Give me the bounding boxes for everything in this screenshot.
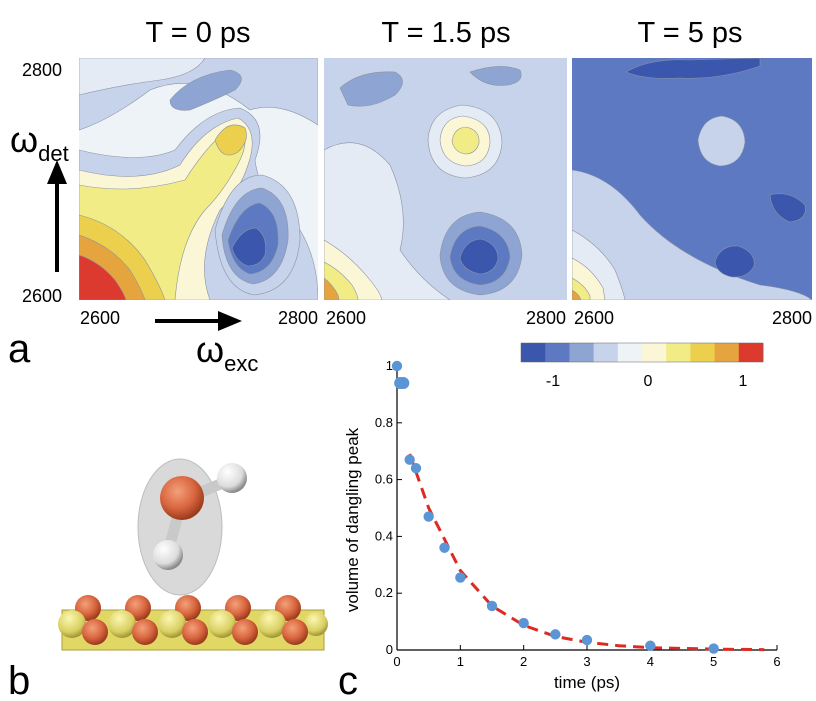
data-point <box>645 640 656 651</box>
excitation-axis-sub: exc <box>224 351 258 376</box>
panel-t0-x-tick-max: 2800 <box>278 308 318 328</box>
decay-chart: volume of dangling peak time (ps) 0 1 2 3 4 5… <box>343 358 781 692</box>
colorbar-tick-min: -1 <box>546 373 560 390</box>
contour-panel-t5 <box>572 58 812 300</box>
data-point <box>397 377 410 390</box>
colorbar-swatch <box>714 343 740 362</box>
colorbar-swatch <box>666 343 691 362</box>
chart-x-tick-label: 1 <box>457 654 464 669</box>
panel-title-t0: T = 0 ps <box>145 17 250 49</box>
colorbar-frame <box>520 342 764 363</box>
water-molecule-icon <box>137 458 247 596</box>
colorbar-swatch <box>617 343 643 362</box>
chart-x-tick-label: 0 <box>393 654 400 669</box>
detection-axis-base: ω <box>10 119 38 160</box>
data-point <box>423 511 434 522</box>
panel-t5-x-tick-max: 2800 <box>772 308 812 328</box>
panel-t5-x-tick-min: 2600 <box>574 308 614 328</box>
excitation-arrow-head-icon <box>218 311 242 331</box>
chart-y-tick-label: 1 <box>386 358 393 373</box>
colorbar-swatch <box>569 343 594 362</box>
panel-t15-x-tick-min: 2600 <box>326 308 366 328</box>
colorbar-swatch <box>690 343 715 362</box>
detection-axis-sub: det <box>38 141 69 166</box>
chart-x-tick-label: 3 <box>583 654 590 669</box>
detection-axis-label: ωdet <box>10 119 69 166</box>
data-point <box>518 617 529 629</box>
chart-x-tick-label: 4 <box>647 654 654 669</box>
contour-panel-t15 <box>324 58 567 300</box>
data-point <box>439 542 450 553</box>
contour-y-tick-max: 2800 <box>22 60 62 80</box>
panel-label-b: b <box>8 659 30 701</box>
fit-curve <box>408 453 765 652</box>
chart-x-tick-label: 6 <box>773 654 780 669</box>
excitation-axis-label: ωexc <box>196 329 258 376</box>
chart-x-axis-label: time (ps) <box>554 673 620 692</box>
data-point <box>581 634 593 646</box>
panel-label-a: a <box>8 327 31 371</box>
chart-x-tick-label: 5 <box>710 654 717 669</box>
data-point <box>455 572 466 583</box>
detection-arrow-head-icon <box>47 160 67 184</box>
data-point <box>404 454 415 465</box>
colorbar-swatch <box>545 343 570 362</box>
contour-panel-t0 <box>79 58 318 300</box>
data-point <box>486 600 498 612</box>
data-point <box>708 643 719 654</box>
data-point <box>410 463 422 474</box>
colorbar-swatch <box>521 343 546 362</box>
colorbar-swatch <box>738 343 764 362</box>
chart-y-axis-label: volume of dangling peak <box>343 427 362 612</box>
colorbar-tick-mid: 0 <box>644 373 653 390</box>
chart-x-tick-label: 2 <box>520 654 527 669</box>
data-point <box>550 629 561 640</box>
molecule-illustration <box>58 458 328 651</box>
colorbar-swatch <box>593 343 619 362</box>
chart-y-tick-label: 0.4 <box>375 528 393 543</box>
chart-y-tick-label: 0.2 <box>375 585 393 600</box>
panel-title-t15: T = 1.5 ps <box>381 17 510 49</box>
panel-title-t5: T = 5 ps <box>637 17 742 49</box>
chart-y-tick-label: 0.6 <box>375 472 393 487</box>
colorbar-tick-max: 1 <box>739 373 748 390</box>
chart-y-tick-label: 0 <box>386 642 393 657</box>
chart-y-tick-label: 0.8 <box>375 415 393 430</box>
excitation-axis-base: ω <box>196 329 224 370</box>
colorbar-swatch <box>642 343 667 362</box>
panel-label-c: c <box>338 659 358 701</box>
contour-y-tick-min: 2600 <box>22 286 62 306</box>
colorbar <box>520 342 764 363</box>
data-point <box>391 360 403 372</box>
panel-t0-x-tick-min: 2600 <box>80 308 120 328</box>
surface-slab-icon <box>58 595 328 651</box>
panel-t15-x-tick-max: 2800 <box>526 308 566 328</box>
